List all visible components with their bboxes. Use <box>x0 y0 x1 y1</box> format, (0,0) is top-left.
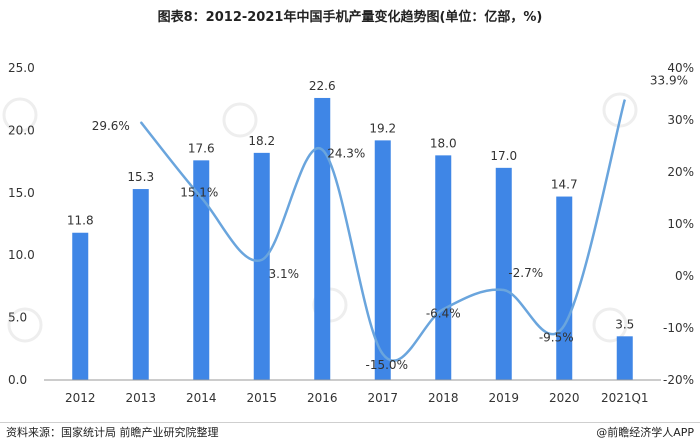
line-value-label: -2.7% <box>508 266 543 280</box>
line-value-label: 29.6% <box>92 119 130 133</box>
bar-2014 <box>193 160 210 380</box>
x-tick-label: 2015 <box>246 391 277 405</box>
line-value-label: 24.3% <box>327 147 365 161</box>
y-left-tick-label: 20.0 <box>8 123 35 137</box>
bar-2018 <box>435 155 452 380</box>
bar-series <box>72 97 633 381</box>
bar-2020 <box>556 196 573 380</box>
watermark-logo-0 <box>2 97 38 133</box>
bar-value-label: 19.2 <box>369 121 396 135</box>
y-left-tick-label: 25.0 <box>8 61 35 75</box>
watermark-logo-3 <box>602 92 638 128</box>
x-tick-label: 2013 <box>125 391 156 405</box>
watermark-logo-5 <box>7 307 43 343</box>
brand-credit: @前瞻经济学人APP <box>596 426 694 439</box>
y-right-tick-label: -20% <box>663 373 694 387</box>
watermark-logo-4 <box>592 307 628 343</box>
bar-2015 <box>253 152 270 380</box>
bar-value-label: 17.6 <box>188 141 215 155</box>
x-tick-label: 2016 <box>307 391 338 405</box>
watermark-logo-1 <box>222 102 258 138</box>
x-tick-label: 2012 <box>65 391 96 405</box>
line-value-label: -9.5% <box>539 330 574 344</box>
y-left-tick-label: 15.0 <box>8 186 35 200</box>
x-tick-label: 2019 <box>488 391 519 405</box>
line-point-2018 <box>442 308 444 310</box>
bar-value-label: 15.3 <box>127 170 154 184</box>
line-labels: 29.6% 15.1% 3.1% 24.3% -15.0% -6.4% -2.7% -9.5%… <box>92 74 688 372</box>
line-series <box>139 99 626 362</box>
y-right-tick-label: -10% <box>663 321 694 335</box>
x-tick-label: 2020 <box>549 391 580 405</box>
footer: 资料来源：国家统计局 前瞻产业研究院整理 @前瞻经济学人APP <box>0 422 700 444</box>
x-tick-label: 2021Q1 <box>601 391 649 405</box>
bar-value-label: 18.0 <box>430 136 457 150</box>
bar-2019 <box>495 167 512 380</box>
right-axis: -20% -10% 0% 10% 20% 30% 40% <box>663 61 694 387</box>
x-tick-label: 2017 <box>367 391 398 405</box>
footer-divider <box>0 422 700 423</box>
y-right-tick-label: 10% <box>667 217 694 231</box>
line-point-2015 <box>261 259 263 261</box>
line-point-2014 <box>200 196 202 198</box>
line-point-2021Q1 <box>624 99 626 101</box>
bar-value-label: 17.0 <box>490 149 517 163</box>
line-point-2016 <box>321 149 323 151</box>
y-left-tick-label: 5.0 <box>8 311 27 325</box>
line-value-label: 15.1% <box>180 185 218 199</box>
line-value-label: 3.1% <box>269 267 300 281</box>
bar-labels: 11.8 15.3 17.6 18.2 22.6 19.2 18.0 17.0 14.7 3.5 <box>67 79 634 331</box>
line-point-2017 <box>382 353 384 355</box>
left-axis: 0.0 5.0 10.0 15.0 20.0 25.0 <box>8 61 35 387</box>
y-left-tick-label: 10.0 <box>8 248 35 262</box>
line-point-2019 <box>503 289 505 291</box>
line-value-label: -15.0% <box>366 358 408 372</box>
bar-2016 <box>314 97 331 381</box>
line-point-2013 <box>140 121 142 123</box>
source-note: 资料来源：国家统计局 前瞻产业研究院整理 <box>6 426 219 439</box>
y-right-tick-label: 0% <box>675 269 694 283</box>
bar-2012 <box>72 232 89 380</box>
bar-2021Q1 <box>616 336 633 380</box>
bar-2017 <box>374 140 391 380</box>
line-value-label: 33.9% <box>650 74 688 88</box>
line-value-label: -6.4% <box>426 306 461 320</box>
y-right-tick-label: 40% <box>667 61 694 75</box>
y-right-tick-label: 30% <box>667 113 694 127</box>
x-tick-label: 2014 <box>186 391 217 405</box>
chart-svg: 0.0 5.0 10.0 15.0 20.0 25.0 -20% -10% 0% 10% 20% 3… <box>2 61 694 405</box>
y-left-tick-label: 0.0 <box>8 373 27 387</box>
bar-value-label: 18.2 <box>248 134 275 148</box>
x-axis: 2012 2013 2014 2015 2016 2017 2018 2019 2020 2021… <box>44 379 661 405</box>
bar-value-label: 11.8 <box>67 214 94 228</box>
bar-2013 <box>132 189 149 380</box>
x-tick-label: 2018 <box>428 391 459 405</box>
bar-value-label: 22.6 <box>309 79 336 93</box>
bar-value-label: 3.5 <box>615 317 634 331</box>
y-right-tick-label: 20% <box>667 165 694 179</box>
bar-value-label: 14.7 <box>551 178 578 192</box>
chart-title: 图表8：2012-2021年中国手机产量变化趋势图(单位：亿部，%) <box>157 10 543 25</box>
line-point-2020 <box>563 324 565 326</box>
